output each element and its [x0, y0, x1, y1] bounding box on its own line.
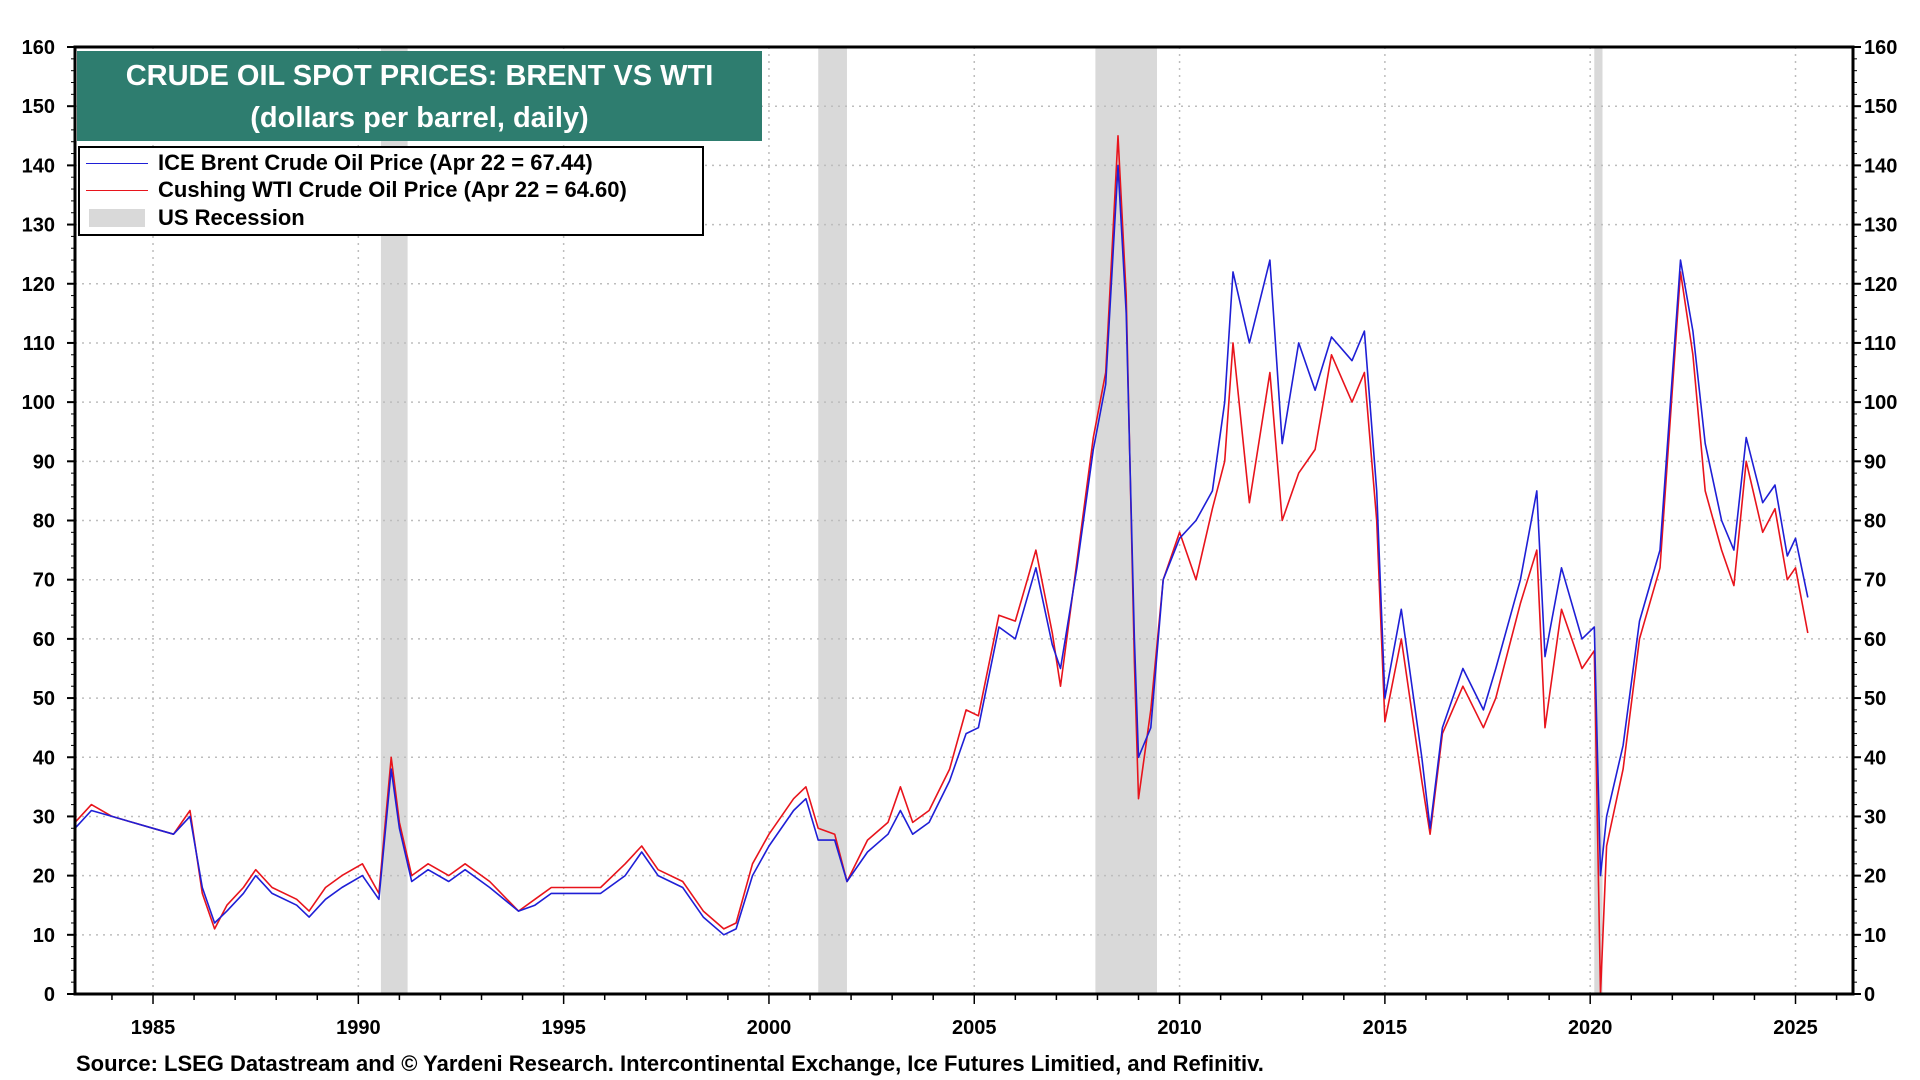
y-tick-label-left: 10: [33, 925, 55, 947]
y-tick-label-left: 50: [33, 688, 55, 710]
chart-subtitle: (dollars per barrel, daily): [250, 102, 589, 134]
y-tick-label-right: 10: [1864, 925, 1886, 947]
legend-swatch-brent: [86, 162, 148, 164]
y-tick-label-right: 20: [1864, 866, 1886, 888]
x-tick-label: 2025: [1773, 1017, 1818, 1039]
x-tick-label: 2000: [747, 1017, 792, 1039]
y-tick-label-right: 160: [1864, 37, 1897, 59]
y-tick-label-right: 0: [1864, 984, 1875, 1006]
series-line-brent: [74, 164, 1809, 936]
x-tick-label: 1990: [336, 1017, 381, 1039]
legend-item-brent: ICE Brent Crude Oil Price (Apr 22 = 67.4…: [86, 150, 593, 176]
x-tick-label: 1995: [541, 1017, 586, 1039]
y-tick-label-left: 40: [33, 747, 55, 769]
x-tick-label: 2005: [952, 1017, 997, 1039]
y-tick-label-right: 50: [1864, 688, 1886, 710]
data-series: [74, 135, 1809, 995]
legend-label-recession: US Recession: [158, 205, 305, 230]
y-tick-label-right: 30: [1864, 806, 1886, 828]
y-tick-label-right: 130: [1864, 215, 1897, 237]
legend: ICE Brent Crude Oil Price (Apr 22 = 67.4…: [78, 146, 704, 236]
y-tick-label-left: 0: [44, 984, 55, 1006]
y-tick-label-left: 140: [22, 155, 55, 177]
x-tick-label: 2020: [1568, 1017, 1613, 1039]
y-tick-label-right: 120: [1864, 274, 1897, 296]
legend-label-wti: Cushing WTI Crude Oil Price (Apr 22 = 64…: [158, 177, 627, 202]
y-tick-label-right: 110: [1864, 333, 1896, 355]
y-tick-label-left: 160: [22, 37, 55, 59]
x-tick-label: 1985: [131, 1017, 176, 1039]
y-tick-label-left: 90: [33, 451, 55, 473]
y-tick-label-right: 100: [1864, 392, 1897, 414]
recession-band-3: [1594, 47, 1603, 994]
y-tick-label-right: 140: [1864, 155, 1897, 177]
y-tick-label-left: 20: [33, 866, 55, 888]
legend-label-brent: ICE Brent Crude Oil Price (Apr 22 = 67.4…: [158, 150, 593, 175]
y-tick-label-right: 80: [1864, 511, 1886, 533]
series-line-wti: [74, 135, 1809, 995]
y-tick-label-left: 60: [33, 629, 55, 651]
x-tick-label: 2015: [1363, 1017, 1408, 1039]
y-tick-label-right: 70: [1864, 570, 1886, 592]
legend-swatch-recession: [89, 209, 145, 227]
y-tick-label-left: 130: [22, 215, 55, 237]
y-tick-label-left: 70: [33, 570, 55, 592]
legend-swatch-wti: [86, 189, 148, 191]
y-tick-label-right: 90: [1864, 451, 1886, 473]
y-tick-label-left: 110: [23, 333, 55, 355]
y-tick-label-left: 150: [22, 96, 55, 118]
y-tick-label-left: 80: [33, 511, 55, 533]
source-note: Source: LSEG Datastream and © Yardeni Re…: [76, 1051, 1264, 1076]
y-tick-label-left: 100: [22, 392, 55, 414]
chart-title: CRUDE OIL SPOT PRICES: BRENT VS WTI: [125, 60, 714, 92]
grid-lines: [75, 47, 1853, 994]
chart-title-box: CRUDE OIL SPOT PRICES: BRENT VS WTI (dol…: [77, 51, 762, 141]
legend-item-wti: Cushing WTI Crude Oil Price (Apr 22 = 64…: [86, 177, 627, 203]
y-tick-label-right: 40: [1864, 747, 1886, 769]
y-tick-label-left: 30: [33, 806, 55, 828]
x-tick-label: 2010: [1157, 1017, 1202, 1039]
y-tick-label-right: 60: [1864, 629, 1886, 651]
y-tick-label-left: 120: [22, 274, 55, 296]
legend-item-recession: US Recession: [86, 205, 305, 231]
y-tick-label-right: 150: [1864, 96, 1897, 118]
